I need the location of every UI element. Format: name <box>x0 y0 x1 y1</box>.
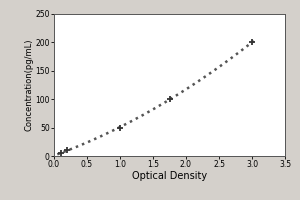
X-axis label: Optical Density: Optical Density <box>132 171 207 181</box>
Y-axis label: Concentration(pg/mL): Concentration(pg/mL) <box>25 39 34 131</box>
